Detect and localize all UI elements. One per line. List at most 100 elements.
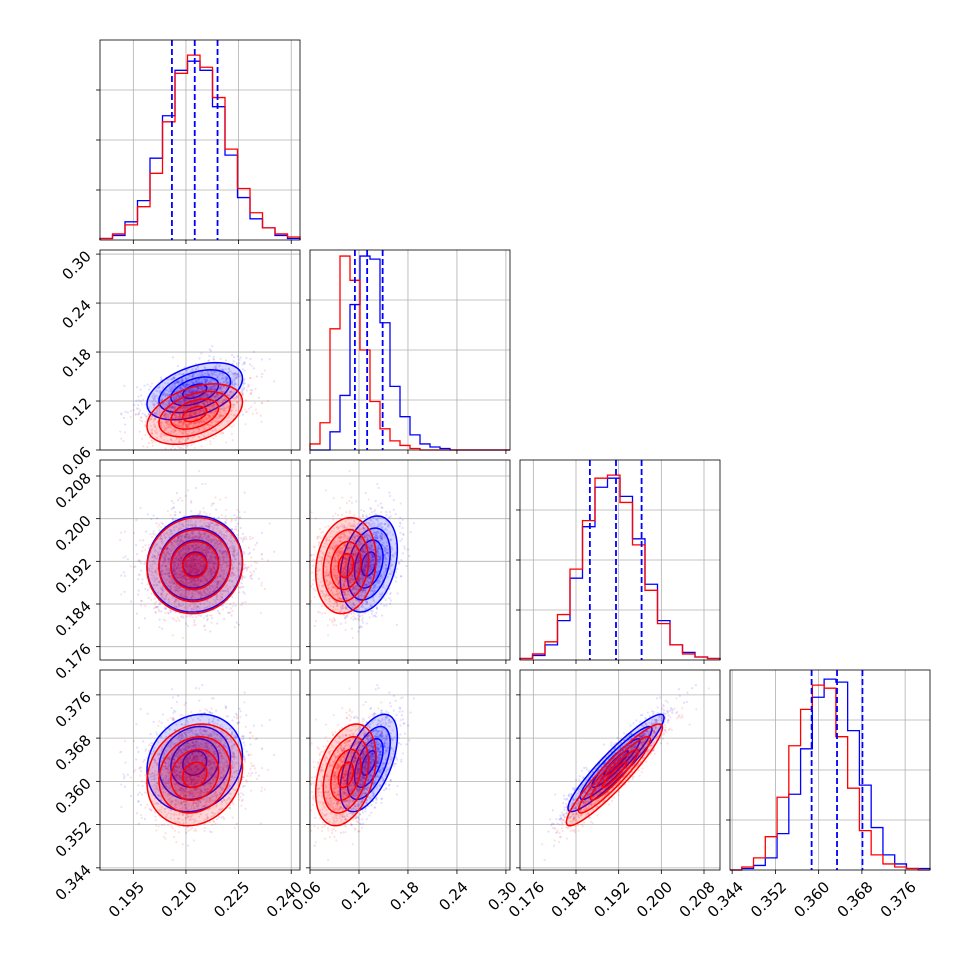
sample-point [193,412,196,415]
y-tick-label: 0.200 [52,512,95,555]
sample-point [153,404,156,407]
sample-point [180,400,183,403]
sample-point [255,412,259,415]
sample-point [233,625,237,629]
sample-point [235,377,238,380]
sample-point [232,555,235,558]
sample-point [188,414,191,417]
sample-point [171,406,174,409]
sample-point [162,534,166,537]
sample-point [177,423,180,426]
sample-point [176,395,179,398]
sample-point [195,404,199,407]
sample-point [164,607,168,610]
sample-point [199,614,203,618]
sample-point [178,416,182,419]
sample-point [224,359,228,362]
sample-point [189,585,192,588]
sample-point [171,547,174,550]
panel-1-1 [306,249,511,454]
sample-point [268,358,271,361]
sample-point [211,429,214,433]
sample-point [154,550,157,553]
sample-point [198,410,201,414]
sample-point [170,543,173,547]
sample-point [184,545,187,549]
sample-point [213,588,217,591]
sample-point [209,385,212,388]
sample-point [194,411,197,414]
sample-point [192,425,195,428]
sample-point [177,440,180,443]
sample-point [137,399,141,402]
sample-point [187,426,191,429]
sample-point [215,376,219,379]
sample-point [230,575,234,578]
sample-point [219,390,222,393]
sample-point [203,378,206,381]
sample-point [207,381,211,384]
sample-point [233,397,237,401]
sample-point [174,429,177,432]
sample-point [174,572,177,576]
sample-point [200,591,203,594]
sample-point [124,555,127,558]
sample-point [188,571,191,574]
sample-point [174,413,177,416]
sample-point [180,379,183,382]
sample-point [159,587,162,590]
sample-point [205,393,208,396]
sample-point [220,596,223,599]
sample-point [203,396,207,399]
sample-point [180,420,183,423]
sample-point [161,397,164,401]
sample-point [193,373,196,376]
sample-point [162,391,166,394]
sample-point [218,372,222,376]
sample-point [188,374,192,377]
sample-point [225,381,228,385]
sample-point [197,605,200,608]
sample-point [163,438,166,442]
sample-point [164,412,168,416]
sample-point [223,407,226,410]
sample-point [155,389,158,392]
sample-point [175,573,178,577]
sample-point [153,406,156,409]
sample-point [153,425,156,429]
sample-point [159,398,162,401]
sample-point [242,378,245,382]
sample-point [171,582,174,585]
sample-point [213,403,216,406]
sample-point [232,406,235,409]
sample-point [200,395,203,398]
sample-point [214,541,218,545]
sample-point [194,486,198,490]
sample-point [171,385,174,389]
sample-point [218,388,221,391]
sample-point [215,545,218,549]
sample-point [208,373,211,376]
sample-point [181,379,184,382]
sample-point [194,411,197,414]
sample-point [178,421,181,424]
sample-point [199,374,202,377]
sample-point [229,573,232,576]
sample-point [205,512,208,515]
sample-point [210,421,214,425]
sample-point [216,575,219,578]
sample-point [197,435,200,438]
sample-point [170,439,173,442]
sample-point [219,381,222,384]
sample-point [227,405,230,408]
sample-point [210,372,214,375]
sample-point [196,381,199,384]
sample-point [252,548,256,551]
sample-point [198,558,201,562]
sample-point [223,380,227,383]
sample-point [139,569,143,572]
sample-point [139,560,142,563]
sample-point [213,411,216,414]
sample-point [221,551,224,555]
sample-point [260,581,264,585]
